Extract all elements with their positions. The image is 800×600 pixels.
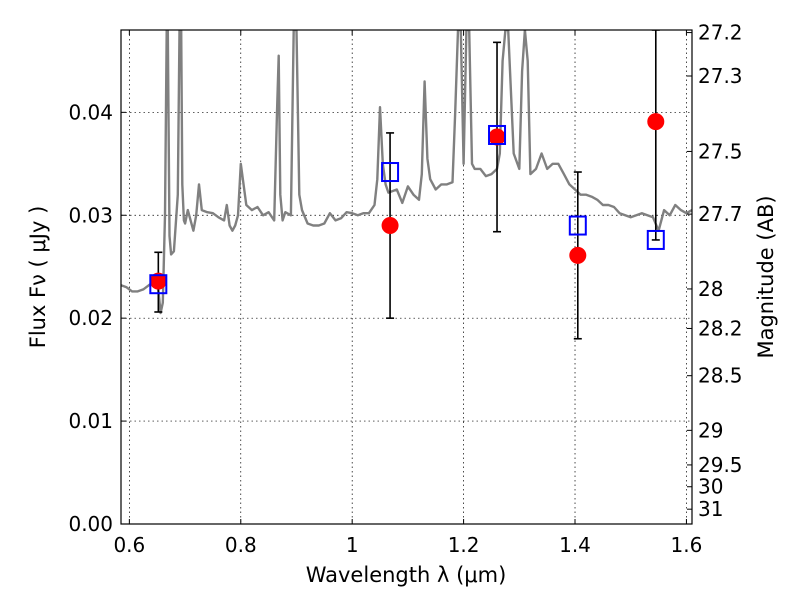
model-flux-square [149,274,168,295]
magnitude-tick-label: 30 [698,475,723,499]
x-tick-label: 0.8 [225,533,257,557]
y-axis-right-title: Magnitude (AB) [754,195,778,358]
x-tick-label: 1.6 [671,533,703,557]
spectrum-line [121,30,692,315]
plot-frame [120,29,693,525]
observed-flux-point [381,217,399,235]
y-tick-label: 0.02 [68,306,113,330]
y-axis-title: Flux Fν ( μJy ) [26,206,50,349]
magnitude-tick-label: 29.5 [698,453,743,477]
x-tick-label: 1.2 [448,533,480,557]
magnitude-tick-label: 27.7 [698,202,743,226]
magnitude-tick-label: 28.5 [698,364,743,388]
y-tick-label: 0.03 [68,203,113,227]
model-flux-square [646,229,665,250]
observed-flux-point [569,246,587,264]
magnitude-tick-label: 28 [698,277,723,301]
x-tick-label: 1 [346,533,359,557]
plot-background [121,30,692,524]
x-tick-label: 1.4 [559,533,591,557]
model-flux-square [381,162,400,183]
x-tick-label: 0.6 [113,533,145,557]
y-tick-label: 0.04 [68,100,113,124]
magnitude-tick-label: 31 [698,497,723,521]
x-axis-title: Wavelength λ (μm) [306,563,507,587]
magnitude-tick-label: 27.2 [698,21,743,45]
magnitude-tick-label: 28.2 [698,316,743,340]
model-flux-square [568,215,587,236]
axes: 0.6 0.8 1 1.2 1.4 1.6 0.00 0.01 0.02 0.03 0.04 27.2… [68,21,742,557]
magnitude-tick-label: 27.5 [698,139,743,163]
y-tick-label: 0.01 [68,409,113,433]
plot-area [121,30,692,340]
model-flux-square [488,124,507,145]
magnitude-tick-label: 27.3 [698,64,743,88]
y-tick-label: 0.00 [68,512,113,536]
magnitude-tick-label: 29 [698,418,723,442]
observed-flux-point [647,113,665,131]
